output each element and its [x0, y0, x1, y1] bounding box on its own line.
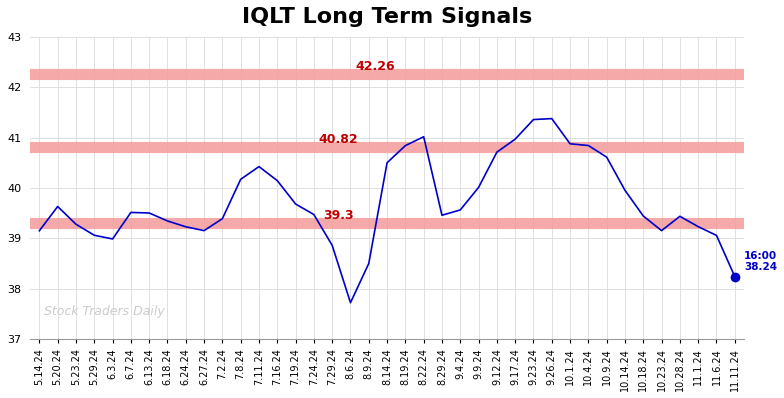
Title: IQLT Long Term Signals: IQLT Long Term Signals — [242, 7, 532, 27]
Text: Stock Traders Daily: Stock Traders Daily — [45, 305, 165, 318]
Text: 42.26: 42.26 — [355, 60, 394, 73]
Text: 39.3: 39.3 — [323, 209, 354, 222]
Text: 16:00
38.24: 16:00 38.24 — [744, 251, 777, 272]
Text: 40.82: 40.82 — [318, 133, 358, 146]
